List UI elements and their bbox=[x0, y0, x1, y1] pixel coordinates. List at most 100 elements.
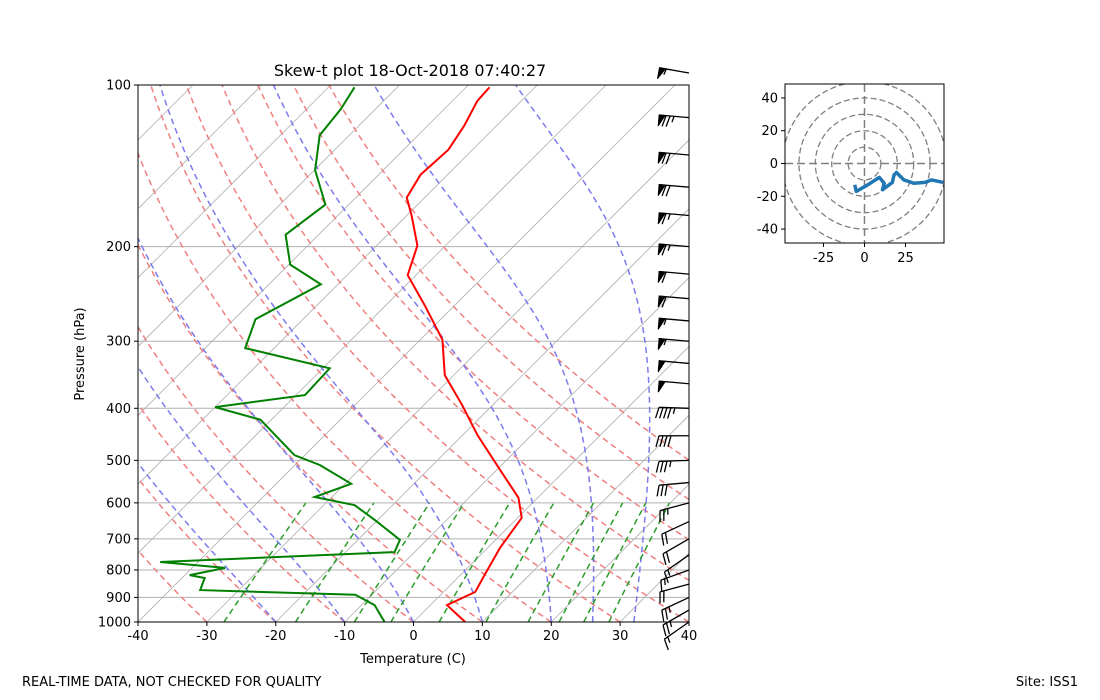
wind-barb-flag bbox=[657, 212, 666, 225]
wind-barb-flag bbox=[657, 360, 666, 373]
y-tick-label: 600 bbox=[106, 496, 131, 511]
dry-adiabat bbox=[138, 151, 552, 622]
isotherm bbox=[138, 85, 263, 210]
x-tick-label: -30 bbox=[196, 629, 217, 644]
y-tick-label: 500 bbox=[106, 454, 131, 469]
dry-adiabat bbox=[185, 85, 689, 622]
hodograph-area bbox=[785, 84, 944, 243]
wind-barb bbox=[657, 360, 690, 373]
moist-adiabat bbox=[138, 365, 346, 622]
wind-barb bbox=[661, 520, 690, 546]
wind-barb-flag bbox=[657, 114, 666, 127]
y-tick-label: 1000 bbox=[98, 616, 131, 631]
dry-adiabat bbox=[138, 325, 414, 622]
moist-adiabat bbox=[272, 85, 553, 622]
x-tick-label: -20 bbox=[265, 629, 286, 644]
wind-barb bbox=[657, 270, 690, 284]
wind-barb bbox=[662, 538, 690, 565]
wind-barb-staff bbox=[659, 114, 690, 127]
x-axis-label: Temperature (C) bbox=[359, 652, 466, 667]
isotherm bbox=[138, 85, 400, 348]
mixing-ratio-line bbox=[294, 502, 375, 622]
x-tick-label: -25 bbox=[813, 251, 834, 266]
wind-barb-flag bbox=[657, 151, 666, 164]
wind-barb-staff bbox=[661, 520, 690, 546]
wind-barb bbox=[660, 569, 690, 592]
wind-barb bbox=[657, 295, 690, 308]
wind-barb bbox=[657, 151, 690, 165]
wind-barb bbox=[655, 435, 690, 447]
y-tick-label: -20 bbox=[757, 190, 778, 205]
wind-barb-staff bbox=[656, 481, 690, 497]
wind-barb-staff bbox=[662, 609, 690, 637]
wind-barb bbox=[657, 114, 690, 127]
wind-barb-staff bbox=[663, 554, 690, 584]
x-tick-label: 0 bbox=[409, 629, 417, 644]
isotherm bbox=[344, 277, 689, 622]
isotherm bbox=[138, 85, 676, 622]
wind-barb-flag bbox=[657, 317, 666, 330]
y-tick-label: 100 bbox=[106, 79, 131, 94]
isotherm bbox=[138, 85, 469, 416]
dry-adiabat bbox=[149, 85, 621, 622]
y-tick-label: 300 bbox=[106, 335, 131, 350]
x-tick-label: 30 bbox=[612, 629, 629, 644]
isotherm bbox=[275, 208, 689, 622]
profile-line bbox=[160, 86, 402, 622]
isotherm bbox=[138, 85, 607, 554]
wind-barb bbox=[659, 583, 690, 604]
moist-adiabat bbox=[138, 461, 277, 622]
moist-adiabat bbox=[515, 85, 651, 622]
y-tick-label: 800 bbox=[106, 563, 131, 578]
wind-barb bbox=[662, 609, 690, 637]
wind-barb-flag bbox=[657, 184, 666, 196]
wind-barb-flag bbox=[657, 243, 666, 256]
dry-adiabat bbox=[138, 549, 208, 622]
plot-frame bbox=[137, 84, 690, 623]
y-axis-label: Pressure (hPa) bbox=[73, 307, 88, 400]
isotherm bbox=[206, 139, 689, 622]
dry-adiabat bbox=[138, 402, 346, 622]
mixing-ratio-line bbox=[390, 502, 465, 622]
moist-adiabat bbox=[138, 236, 415, 622]
mixing-ratio-line bbox=[353, 502, 431, 622]
wind-barb bbox=[657, 212, 690, 225]
wind-barb-staff bbox=[654, 406, 690, 419]
wind-barb bbox=[657, 67, 690, 80]
wind-barb-staff bbox=[655, 435, 690, 447]
mixing-ratio-line bbox=[608, 502, 671, 622]
isotherm bbox=[550, 483, 689, 622]
wind-barb-staff bbox=[659, 502, 690, 523]
wind-barb bbox=[654, 406, 690, 419]
mixing-ratio-line bbox=[223, 502, 307, 622]
wind-barb bbox=[663, 621, 690, 651]
wind-barb bbox=[657, 183, 690, 197]
hodograph-frame bbox=[784, 83, 945, 244]
footer-site: Site: ISS1 bbox=[1016, 675, 1078, 690]
isotherm bbox=[482, 414, 689, 622]
isotherm bbox=[138, 85, 331, 279]
wind-barb-staff bbox=[662, 538, 690, 565]
x-tick-label: 40 bbox=[681, 629, 698, 644]
y-tick-label: 700 bbox=[106, 532, 131, 547]
dry-adiabat bbox=[292, 85, 689, 501]
wind-barb bbox=[661, 596, 690, 622]
moist-adiabat bbox=[159, 85, 484, 622]
dry-adiabat bbox=[221, 85, 689, 582]
hodograph-trace bbox=[852, 170, 944, 194]
dry-adiabat bbox=[138, 243, 483, 622]
x-tick-label: 10 bbox=[474, 629, 491, 644]
x-tick-label: 20 bbox=[543, 629, 560, 644]
wind-barb bbox=[657, 380, 690, 393]
wind-barb-flag bbox=[657, 295, 666, 308]
wind-barb-staff bbox=[663, 621, 690, 651]
wind-barb bbox=[657, 243, 690, 256]
y-tick-label: 0 bbox=[770, 157, 778, 172]
y-tick-label: 20 bbox=[761, 124, 778, 139]
wind-barb-flag bbox=[657, 338, 666, 350]
wind-barb-flag bbox=[657, 67, 667, 80]
wind-barb bbox=[657, 317, 690, 330]
